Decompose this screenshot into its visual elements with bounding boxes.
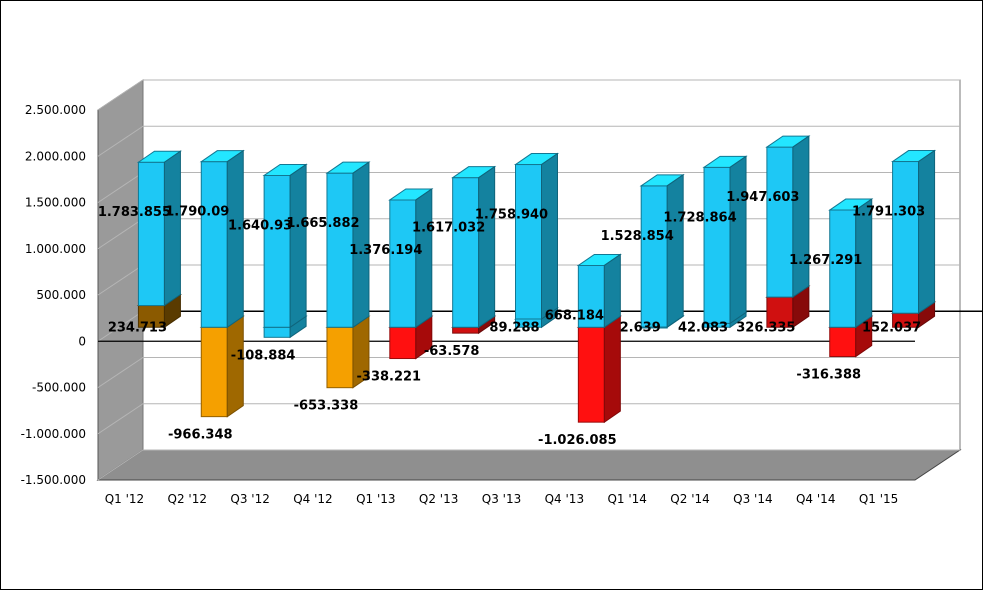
x-tick-label: Q3 '12 <box>230 492 269 506</box>
total-bar <box>639 173 685 328</box>
change-data-label: -316.388 <box>796 368 861 383</box>
total-bar <box>890 149 937 315</box>
total-data-label: 1.267.291 <box>789 253 862 268</box>
x-tick-label: Q2 '13 <box>419 492 458 506</box>
y-tick-label: 0 <box>78 334 86 348</box>
bar-group <box>576 253 622 424</box>
x-tick-label: Q4 '12 <box>293 492 332 506</box>
total-bar <box>325 161 371 329</box>
total-data-label: 1.617.032 <box>412 221 485 236</box>
total-bar <box>828 198 874 329</box>
x-tick-label: Q4 '14 <box>796 492 835 506</box>
bar-group <box>262 163 308 339</box>
floor <box>96 449 962 481</box>
total-data-label: 1.665.882 <box>286 216 359 231</box>
bar-group <box>388 188 434 360</box>
x-tick-label: Q4 '13 <box>545 492 584 506</box>
bar-group <box>451 165 497 335</box>
total-data-label: 1.376.194 <box>349 243 422 258</box>
change-bar <box>199 315 245 418</box>
total-bar <box>513 152 560 320</box>
total-data-label: 1.947.603 <box>726 190 799 205</box>
bar-group <box>890 149 937 329</box>
gridline <box>97 449 960 481</box>
total-data-label: 1.728.864 <box>663 210 736 225</box>
total-bar <box>388 188 434 329</box>
change-data-label: 42.083 <box>678 320 728 335</box>
x-tick-label: Q1 '15 <box>859 492 898 506</box>
gridline <box>97 79 960 111</box>
y-tick-label: 2.500.000 <box>25 103 86 117</box>
bar-group <box>639 173 685 329</box>
change-data-label: -108.884 <box>231 348 296 363</box>
change-data-label: 152.037 <box>862 320 921 335</box>
total-bar <box>576 253 622 329</box>
x-tick-label: Q2 '12 <box>168 492 207 506</box>
y-tick-label: -500.000 <box>32 381 86 395</box>
change-data-label: -63.578 <box>424 344 480 359</box>
y-tick-label: 2.000.000 <box>25 149 86 163</box>
x-tick-label: Q1 '14 <box>607 492 646 506</box>
y-tick-label: -1.000.000 <box>21 427 86 441</box>
total-data-label: 1.528.854 <box>601 229 674 244</box>
bar-group <box>513 152 560 329</box>
total-bar <box>702 155 748 325</box>
total-bar <box>262 163 308 329</box>
gridline <box>97 403 960 435</box>
x-tick-label: Q3 '14 <box>733 492 772 506</box>
change-data-label: 89.288 <box>489 320 539 335</box>
total-data-label: 1.758.940 <box>475 208 548 223</box>
change-data-label: 326.335 <box>736 320 795 335</box>
bar-group <box>199 149 245 418</box>
bar-group <box>702 155 748 329</box>
total-data-label: 1.783.855 <box>98 205 171 220</box>
change-data-label: -338.221 <box>357 370 422 385</box>
x-tick-label: Q1 '12 <box>105 492 144 506</box>
bar-group <box>325 161 371 389</box>
x-tick-label: Q2 '14 <box>670 492 709 506</box>
bar-group <box>828 198 874 358</box>
y-tick-label: 500.000 <box>36 288 86 302</box>
x-tick-label: Q1 '13 <box>356 492 395 506</box>
gridline <box>97 125 960 157</box>
y-tick-label: 1.500.000 <box>25 196 86 210</box>
change-data-label: 234.713 <box>108 320 167 335</box>
total-data-label: 1.640.93 <box>228 218 292 233</box>
y-tick-label: -1.500.000 <box>21 473 86 487</box>
change-data-label: -653.338 <box>294 399 359 414</box>
total-bar <box>451 165 497 329</box>
change-data-label: 2.639 <box>620 320 661 335</box>
total-data-label: 668.184 <box>545 308 604 323</box>
gridline <box>97 357 960 388</box>
change-data-label: -1.026.085 <box>538 433 617 448</box>
y-tick-label: 1.000.000 <box>25 242 86 256</box>
total-bar <box>765 135 811 299</box>
total-bar <box>136 150 183 307</box>
change-bar <box>576 315 622 424</box>
bar-group <box>136 150 183 329</box>
total-data-label: 1.791.303 <box>852 205 925 220</box>
bar-group <box>765 135 811 329</box>
change-data-label: -966.348 <box>168 428 233 443</box>
total-bar <box>199 149 245 329</box>
x-tick-label: Q3 '13 <box>482 492 521 506</box>
total-data-label: 1.790.09 <box>165 205 229 220</box>
